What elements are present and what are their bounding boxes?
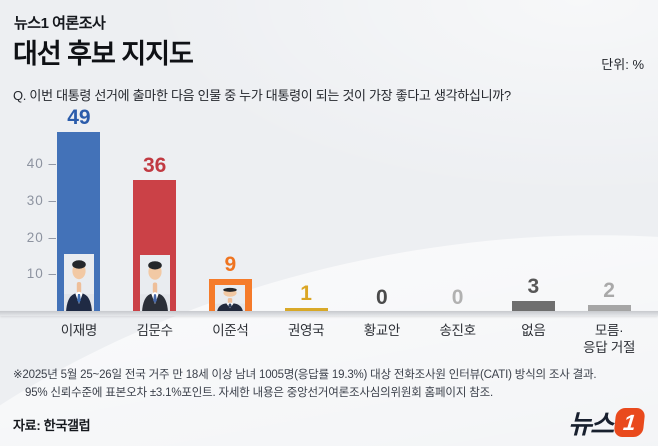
y-axis-tick: 10 –: [26, 266, 57, 281]
bar-column: 0: [344, 100, 420, 312]
methodology-note: ※2025년 5월 25~26일 전국 거주 만 18세 이상 남녀 1005명…: [13, 366, 597, 402]
bar-column: 9: [193, 100, 269, 312]
candidate-photo: [215, 285, 246, 312]
category-label: 없음: [521, 323, 546, 338]
y-axis-tick: 20 –: [26, 230, 57, 245]
logo-text: 뉴스: [568, 409, 614, 439]
category-label: 모름· 응답 거절: [583, 323, 636, 355]
y-axis-tick: 30 –: [26, 193, 57, 208]
bar: [511, 301, 555, 312]
category-label: 송진호: [439, 323, 476, 338]
category-label: 권영국: [287, 323, 325, 338]
bar-chart: 49 36 9 1 0 0 3 2: [41, 100, 647, 312]
methodology-line-1: ※2025년 5월 25~26일 전국 거주 만 18세 이상 남녀 1005명…: [13, 369, 597, 381]
chart-baseline: [0, 311, 658, 316]
bar-column: 36: [117, 100, 193, 312]
bar-column: 3: [496, 100, 572, 312]
bar: [133, 180, 177, 312]
news1-logo: 뉴스 1: [568, 404, 646, 441]
candidate-photo: [139, 255, 170, 312]
kicker: 뉴스1 여론조사: [14, 15, 106, 32]
source-label: 자료: 한국갤럽: [13, 418, 91, 433]
y-axis-tick: 40 –: [26, 156, 57, 171]
value-label: 3: [527, 275, 540, 298]
bar: [284, 308, 328, 312]
value-label: 49: [67, 106, 91, 129]
methodology-line-2: 95% 신뢰수준에 표본오차 ±3.1%포인트. 자세한 내용은 중앙선거여론조…: [25, 387, 493, 399]
bar: [208, 279, 252, 312]
value-label: 0: [376, 286, 388, 309]
value-label: 36: [142, 154, 167, 177]
value-label: 2: [603, 279, 615, 302]
category-label: 황교안: [363, 323, 401, 338]
bar-column: 2: [571, 100, 647, 312]
candidate-photo: [63, 254, 94, 312]
page-title: 대선 후보 지지도: [13, 39, 194, 69]
value-label: 0: [451, 286, 464, 309]
bar-column: 49: [41, 100, 117, 312]
bar-column: 1: [268, 100, 344, 312]
bar-column: 0: [420, 100, 496, 312]
survey-question: Q. 이번 대통령 선거에 출마한 다음 인물 중 누가 대통령이 되는 것이 …: [13, 88, 511, 103]
bar: [57, 132, 101, 312]
category-label: 이준석: [212, 323, 249, 338]
category-labels: 이재명 김문수 이준석 권영국 황교안 송진호 없음 모름· 응답 거절: [41, 322, 647, 356]
value-label: 9: [224, 253, 237, 276]
category-label: 김문수: [136, 323, 173, 338]
category-label: 이재명: [60, 323, 98, 338]
logo-badge-icon: 1: [613, 408, 646, 437]
value-label: 1: [300, 282, 312, 305]
unit-label: 단위: %: [601, 57, 644, 72]
bar: [587, 305, 631, 312]
